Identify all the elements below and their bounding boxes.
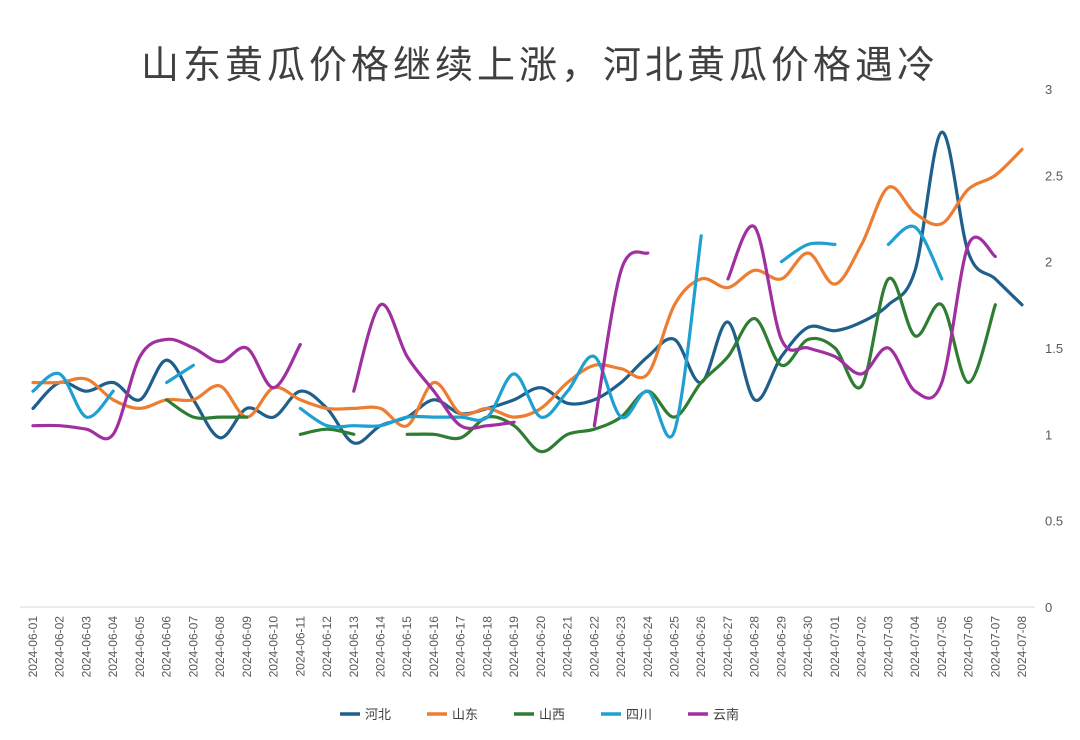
series-line-4 [31,371,115,419]
series-line-2 [31,147,1024,428]
x-tick-label: 2024-07-05 [935,616,949,678]
x-tick-label: 2024-06-25 [668,616,682,678]
x-tick-label: 2024-06-15 [400,616,414,678]
y-tick-label: 1 [1045,427,1052,442]
x-tick-label: 2024-06-03 [79,616,93,678]
x-tick-label: 2024-06-17 [454,616,468,678]
x-tick-label: 2024-06-07 [186,616,200,678]
x-tick-label: 2024-06-28 [748,616,762,678]
x-tick-label: 2024-06-13 [347,616,361,678]
chart-title: 山东黄瓜价格继续上涨，河北黄瓜价格遇冷 [140,43,939,87]
legend-label: 四川 [626,708,652,723]
y-tick-label: 3 [1045,82,1052,97]
series-line-5 [352,303,516,431]
x-tick-label: 2024-06-16 [427,616,441,678]
series-line-3 [405,276,997,454]
y-tick-label: 0.5 [1045,514,1063,529]
series-line-5 [31,337,302,441]
series-line-4 [779,241,837,264]
x-tick-label: 2024-06-01 [26,616,40,678]
x-tick-label: 2024-06-30 [801,616,815,678]
x-tick-label: 2024-06-23 [614,616,628,678]
x-tick-label: 2024-06-26 [694,616,708,678]
series-line-5 [592,250,650,428]
x-tick-label: 2024-06-05 [133,616,147,678]
x-tick-label: 2024-07-08 [1015,616,1029,678]
x-tick-label: 2024-06-21 [561,616,575,678]
x-tick-label: 2024-06-20 [534,616,548,678]
x-tick-label: 2024-06-04 [106,616,120,678]
series-line-4 [298,234,703,439]
x-tick-label: 2024-06-27 [721,616,735,678]
x-tick-label: 2024-06-08 [213,616,227,678]
x-tick-label: 2024-06-02 [53,616,67,678]
legend-label: 河北 [365,708,391,723]
y-tick-label: 1.5 [1045,341,1063,356]
x-tick-label: 2024-07-02 [855,616,869,678]
y-tick-label: 2.5 [1045,168,1063,183]
x-tick-label: 2024-06-11 [293,616,307,677]
x-tick-label: 2024-06-09 [240,616,254,678]
legend-label: 山西 [539,708,565,723]
x-tick-label: 2024-06-10 [267,616,281,678]
series-line-5 [726,224,997,400]
x-tick-label: 2024-06-12 [320,616,334,678]
x-tick-label: 2024-06-29 [774,616,788,678]
x-tick-label: 2024-07-01 [828,616,842,678]
legend-label: 山东 [452,708,478,723]
x-tick-label: 2024-06-19 [507,616,521,678]
x-tick-label: 2024-06-14 [373,616,387,678]
y-tick-label: 2 [1045,255,1052,270]
x-tick-label: 2024-06-06 [160,616,174,678]
series-line-4 [886,224,944,281]
x-tick-label: 2024-07-04 [908,616,922,678]
x-tick-label: 2024-07-03 [881,616,895,678]
series-line-3 [298,427,356,436]
series-line-1 [31,130,1024,445]
series-line-4 [165,363,195,385]
y-tick-label: 0 [1045,600,1052,615]
legend-label: 云南 [713,707,739,723]
x-tick-label: 2024-06-24 [641,616,655,678]
x-tick-label: 2024-06-18 [480,616,494,678]
x-tick-label: 2024-07-07 [988,616,1002,678]
series-line-3 [165,398,249,420]
x-tick-label: 2024-07-06 [962,616,976,678]
x-tick-label: 2024-06-22 [587,616,601,678]
